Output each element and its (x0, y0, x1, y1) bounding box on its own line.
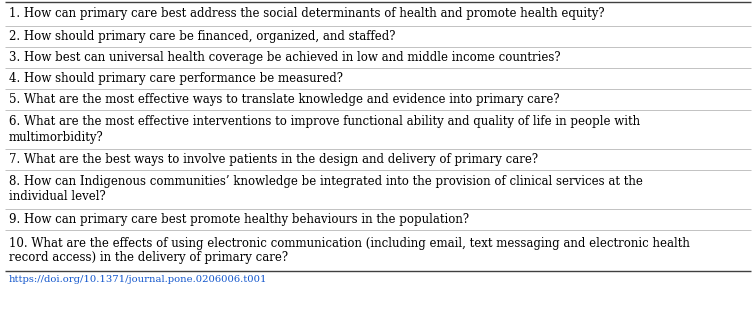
Text: 9. How can primary care best promote healthy behaviours in the population?: 9. How can primary care best promote hea… (9, 213, 469, 226)
Text: 5. What are the most effective ways to translate knowledge and evidence into pri: 5. What are the most effective ways to t… (9, 93, 559, 106)
Text: 2. How should primary care be financed, organized, and staffed?: 2. How should primary care be financed, … (9, 30, 395, 43)
Text: 7. What are the best ways to involve patients in the design and delivery of prim: 7. What are the best ways to involve pat… (9, 153, 538, 166)
Text: 4. How should primary care performance be measured?: 4. How should primary care performance b… (9, 72, 343, 85)
Text: 6. What are the most effective interventions to improve functional ability and q: 6. What are the most effective intervent… (9, 115, 640, 144)
Text: https://doi.org/10.1371/journal.pone.0206006.t001: https://doi.org/10.1371/journal.pone.020… (9, 275, 268, 284)
Text: 3. How best can universal health coverage be achieved in low and middle income c: 3. How best can universal health coverag… (9, 51, 561, 64)
Text: 1. How can primary care best address the social determinants of health and promo: 1. How can primary care best address the… (9, 8, 605, 20)
Text: 8. How can Indigenous communities’ knowledge be integrated into the provision of: 8. How can Indigenous communities’ knowl… (9, 175, 643, 203)
Text: 10. What are the effects of using electronic communication (including email, tex: 10. What are the effects of using electr… (9, 236, 690, 264)
